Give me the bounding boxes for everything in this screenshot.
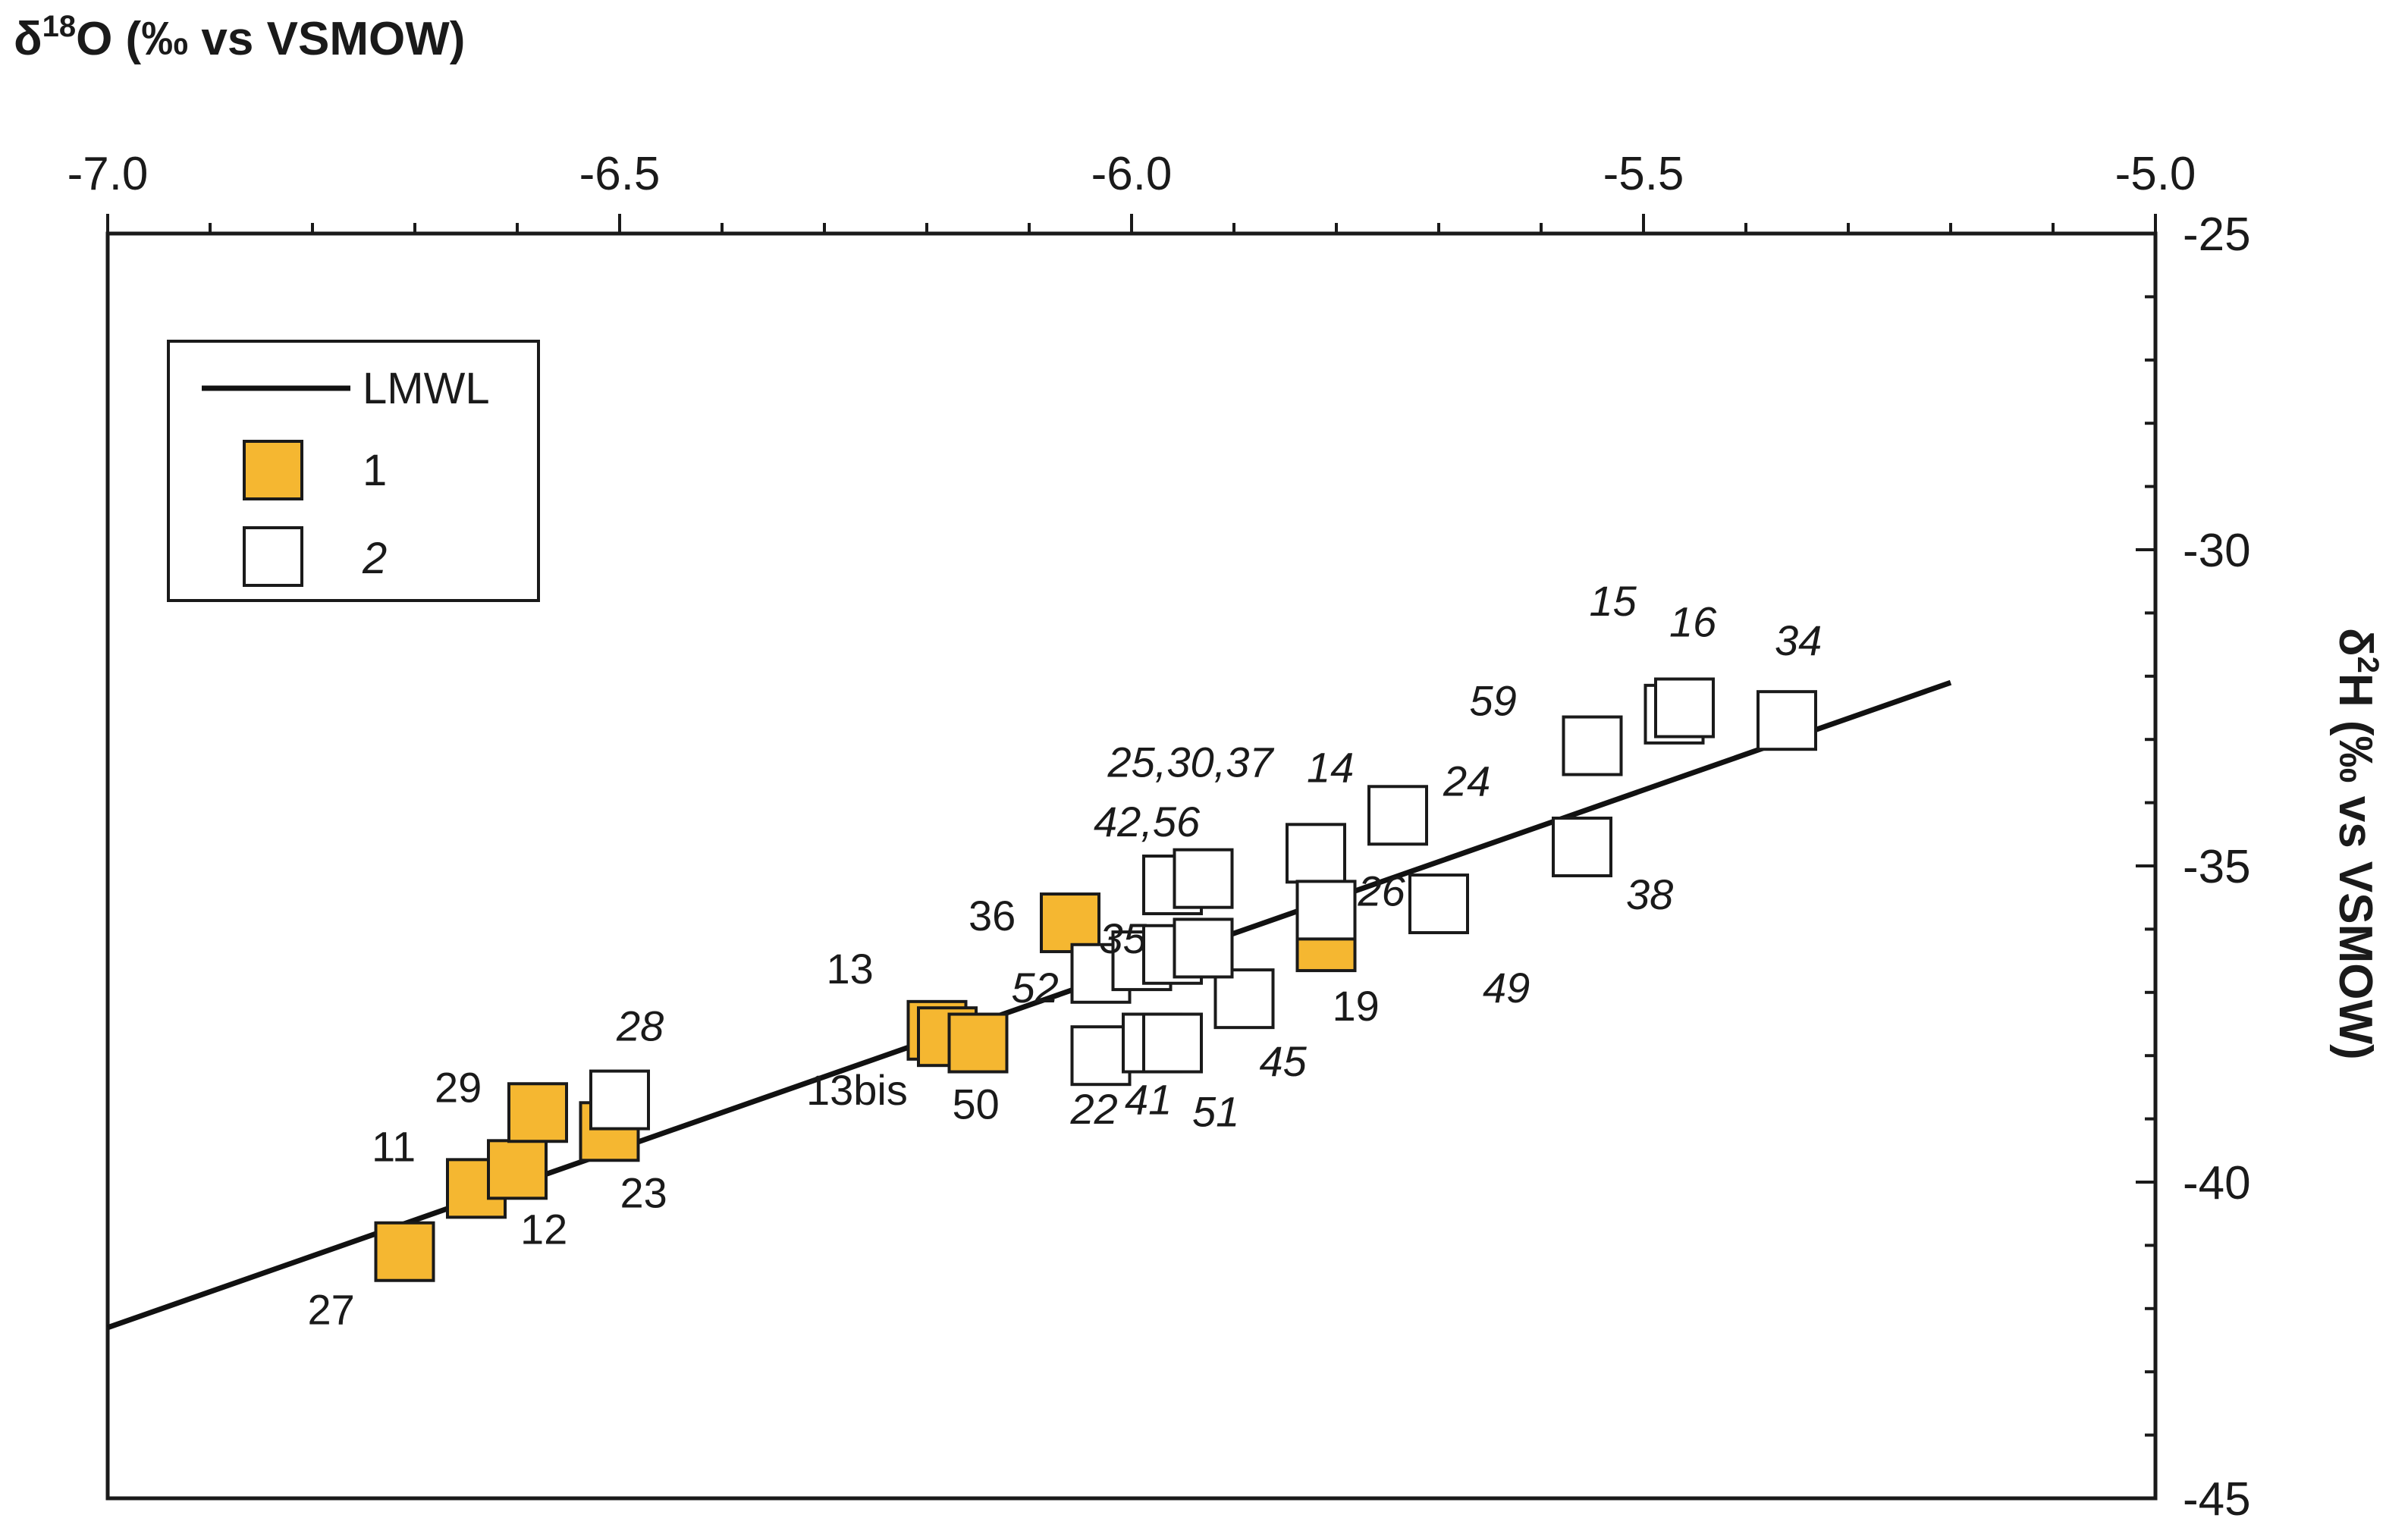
x-tick-label: -5.0: [2115, 148, 2196, 200]
point-label: 41: [1125, 1076, 1172, 1124]
y-tick-label: -30: [2183, 525, 2251, 577]
point-label: 29: [435, 1063, 482, 1111]
series-2-point: [1173, 917, 1234, 979]
series-2-point: [1552, 816, 1612, 877]
y-tick-label: -40: [2183, 1157, 2251, 1209]
y-tick-label: -25: [2183, 209, 2251, 261]
point-label: 13: [827, 945, 874, 993]
y-axis-title: δ2H (‰ vs VSMOW): [2329, 628, 2384, 1060]
point-label: 25,30,37: [1107, 739, 1275, 786]
lmwl-line: [106, 679, 1952, 1331]
series-2-point: [1295, 880, 1357, 941]
point-label: 27: [308, 1286, 355, 1334]
point-label: 28: [616, 1002, 664, 1050]
x-tick-label: -6.0: [1091, 148, 1173, 200]
point-label: 50: [953, 1081, 1000, 1128]
series-1-point: [374, 1221, 435, 1282]
series-2-point: [1562, 715, 1623, 776]
point-label: 14: [1307, 743, 1354, 791]
y-axis-ticks: -25 -30 -35 -40 -45: [2136, 209, 2251, 1526]
point-label: 36: [969, 892, 1016, 939]
point-label: 49: [1483, 964, 1530, 1012]
point-label: 51: [1192, 1088, 1239, 1136]
data-points: [374, 677, 1817, 1282]
point-label: 22: [1070, 1085, 1118, 1133]
point-label: 59: [1470, 677, 1517, 725]
series-2-point: [1757, 690, 1817, 751]
point-label: 11: [372, 1122, 416, 1170]
point-label: 12: [520, 1205, 567, 1253]
point-label: 42,56: [1094, 798, 1201, 845]
series-2-point: [1408, 874, 1469, 935]
x-axis-title-delta: δ: [14, 13, 42, 65]
point-labels: 27 11 12 29 23 13 13bis 50 36 19 28 22 41 51 45 52 35 42,…: [308, 577, 1822, 1334]
series-2-point: [1173, 848, 1234, 909]
point-label: 16: [1669, 598, 1717, 646]
y-tick-label: -35: [2183, 841, 2251, 893]
series-2-point: [1142, 1012, 1203, 1074]
y-axis-title-sup: 2: [2351, 657, 2384, 673]
point-label: 52: [1012, 964, 1059, 1012]
legend-lmwl-label: LMWL: [363, 364, 490, 413]
point-label: 15: [1590, 577, 1637, 625]
point-label: 13bis: [806, 1066, 908, 1114]
point-label: 23: [620, 1168, 667, 1216]
series-2-point: [1070, 1025, 1132, 1087]
legend: LMWL 1 2: [167, 340, 540, 602]
y-tick-label: -45: [2183, 1473, 2251, 1526]
legend-series-2-label: 2: [362, 534, 387, 583]
x-tick-label: -5.5: [1603, 148, 1684, 200]
y-axis-title-rest: H (‰ vs VSMOW): [2329, 673, 2381, 1060]
series-2-point: [1213, 968, 1275, 1030]
legend-series-1-marker: [243, 440, 303, 500]
series-1-point: [947, 1012, 1009, 1074]
legend-series-1-label: 1: [363, 446, 387, 495]
series-1-point: [507, 1082, 568, 1143]
series-2-point: [589, 1069, 650, 1131]
legend-series-2-marker: [243, 526, 303, 587]
legend-box: [167, 340, 540, 602]
x-axis-title-sup: 18: [42, 10, 77, 43]
point-label: 24: [1443, 757, 1490, 805]
series-1-point: [487, 1139, 548, 1200]
point-label: 35: [1100, 914, 1147, 962]
x-tick-label: -6.5: [579, 148, 661, 200]
point-label: 45: [1260, 1037, 1308, 1085]
point-label: 26: [1358, 867, 1406, 914]
x-axis-title-rest: O (‰ vs VSMOW): [76, 13, 465, 65]
x-axis-ticks: -7.0 -6.5 -6.0 -5.5 -5.0: [67, 148, 2196, 234]
y-axis-title-delta: δ: [2329, 628, 2381, 657]
series-2-point: [1286, 823, 1346, 884]
point-label: 38: [1626, 870, 1673, 918]
x-tick-label: -7.0: [67, 148, 149, 200]
point-label: 19: [1333, 982, 1380, 1030]
series-2-point: [1367, 785, 1428, 846]
series-2-point: [1654, 677, 1715, 739]
series-1-point: [1040, 892, 1100, 954]
point-label: 34: [1775, 616, 1822, 664]
x-axis-title: δ18O (‰ vs VSMOW): [14, 10, 465, 65]
